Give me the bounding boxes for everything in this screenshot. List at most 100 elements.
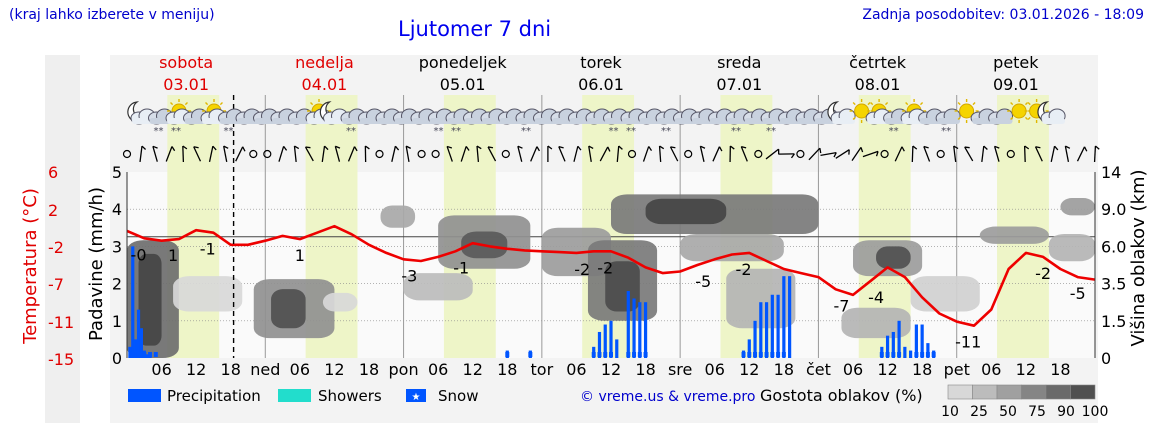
- snow-marker: [920, 352, 925, 357]
- wind-arrow-icon: [796, 149, 805, 159]
- temperature-labels: -0 1 -1 1-3 -1 -2 -2-5-2-7 -4-11-2-5: [131, 240, 1086, 352]
- cloud-layer: [138, 253, 162, 346]
- precip-bar: [131, 246, 135, 358]
- city-hint-link[interactable]: (kraj lahko izberete v meniju): [9, 7, 215, 23]
- temperature-label: -1: [200, 240, 216, 259]
- wind-arrow-icon: [558, 146, 566, 162]
- snow-marker: [764, 352, 769, 357]
- cloud-layer: [605, 261, 640, 312]
- precip-bar: [603, 324, 607, 358]
- snow-marker: [776, 352, 781, 357]
- snow-legend-label: Snow: [438, 387, 478, 405]
- x-axis-label: 18: [774, 360, 794, 379]
- snow-marker: [136, 352, 141, 357]
- snow-marker: [891, 352, 896, 357]
- cloud-icon: [970, 108, 996, 125]
- x-axis-label: 12: [877, 360, 897, 379]
- weather-icons: ** ** ** ** ** ** ** ** ** ** ** ** ** **: [127, 99, 1066, 137]
- cloud-scale-label: 50: [999, 404, 1017, 420]
- cloud-icon: [988, 108, 1014, 125]
- snow-marker: [747, 352, 752, 357]
- wind-arrow-icon: [599, 146, 611, 162]
- page-title: Ljutomer 7 dni: [398, 17, 552, 41]
- precip-tick: 5: [112, 163, 122, 182]
- snow-flakes-icon: **: [171, 126, 181, 137]
- x-axis-label: 06: [705, 360, 725, 379]
- day-header-group: sobota 03.01 nedelja 04.01 ponedeljek 05.01 to…: [159, 53, 1039, 94]
- wind-arrow-icon: [573, 145, 582, 162]
- copyright-link: © vreme.us & vreme.pro: [580, 389, 755, 405]
- cloud-layer: [680, 234, 784, 262]
- temperature-tick: -2: [48, 238, 64, 257]
- wind-arrow-icon: [851, 147, 864, 161]
- wind-arrow-icon: [1076, 146, 1088, 162]
- wind-arrow-icon: [911, 145, 918, 163]
- left-axis-strip: [45, 55, 80, 423]
- x-axis-label: 18: [912, 360, 932, 379]
- x-axis-label: 18: [1050, 360, 1070, 379]
- cloud-scale-label: 75: [1028, 404, 1046, 420]
- cloud-layer: [841, 307, 911, 339]
- cloud-scale-swatch: [1070, 384, 1096, 400]
- cloud-layer: [645, 198, 727, 225]
- wind-arrow-icon: [627, 149, 637, 159]
- x-axis-label: 12: [186, 360, 206, 379]
- temperature-label: 1: [295, 246, 305, 265]
- wind-arrow-icon: [334, 145, 341, 162]
- wind-arrow-icon: [765, 148, 780, 160]
- temperature-axis-title: Temperatura (°C): [20, 188, 41, 345]
- x-axis-label: 12: [739, 360, 759, 379]
- wind-arrow-icon: [304, 146, 314, 162]
- wind-arrow-icon: [923, 145, 931, 162]
- wind-arrow-icon: [530, 146, 540, 162]
- cloud-layer: [403, 273, 473, 301]
- snow-flakes-icon: **: [766, 126, 776, 137]
- snow-flakes-icon: **: [626, 126, 636, 137]
- precip-tick: 1: [112, 312, 122, 331]
- snow-marker: [626, 352, 631, 357]
- precip-legend-swatch: [128, 389, 161, 402]
- precip-bar: [909, 350, 913, 358]
- day-name: sreda: [717, 53, 761, 72]
- temperature-label: 1: [168, 246, 178, 265]
- precip-bar: [609, 320, 613, 358]
- snow-marker: [603, 352, 608, 357]
- precip-bar: [903, 346, 907, 358]
- precip-tick: 0: [112, 349, 122, 368]
- wind-arrow-icon: [808, 147, 822, 161]
- x-axis-label: 12: [1016, 360, 1036, 379]
- x-axis-label: 12: [463, 360, 483, 379]
- cloud-height-tick: 6.0: [1101, 237, 1126, 256]
- temperature-tick: -7: [48, 275, 64, 294]
- wind-arrow-icon: [740, 145, 748, 162]
- precip-bar: [134, 339, 138, 358]
- precip-bar: [145, 354, 149, 358]
- wind-arrow-icon: [405, 145, 411, 162]
- x-axis-label: 06: [290, 360, 310, 379]
- snow-marker: [528, 352, 533, 357]
- wind-arrow-icon: [981, 145, 988, 163]
- cloud-scale-swatch: [1045, 384, 1071, 400]
- snow-legend-swatch: [406, 389, 426, 402]
- cloud-height-tick: 0: [1101, 349, 1111, 368]
- cloud-density-label: Gostota oblakov (%): [760, 386, 923, 405]
- wind-arrow-icon: [293, 145, 300, 163]
- snow-marker: [505, 352, 510, 357]
- cloud-layer: [380, 205, 416, 228]
- snow-flakes-icon: **: [434, 126, 444, 137]
- snow-marker: [597, 352, 602, 357]
- precip-bar: [920, 324, 924, 358]
- wind-arrow-icon: [208, 145, 217, 162]
- wind-arrow-icon: [964, 146, 974, 162]
- temperature-tick: 6: [48, 163, 58, 182]
- wind-arrow-icon: [729, 145, 735, 163]
- wind-arrow-icon: [820, 151, 837, 158]
- x-axis-label: pet: [944, 360, 970, 379]
- snow-flakes-icon: **: [661, 126, 671, 137]
- temperature-label: -3: [401, 266, 417, 285]
- day-name: torek: [580, 53, 622, 72]
- day-date: 08.01: [855, 75, 901, 94]
- precip-bars: [128, 246, 936, 358]
- wind-arrow-icon: [588, 145, 594, 163]
- cloud-icon: [620, 108, 646, 125]
